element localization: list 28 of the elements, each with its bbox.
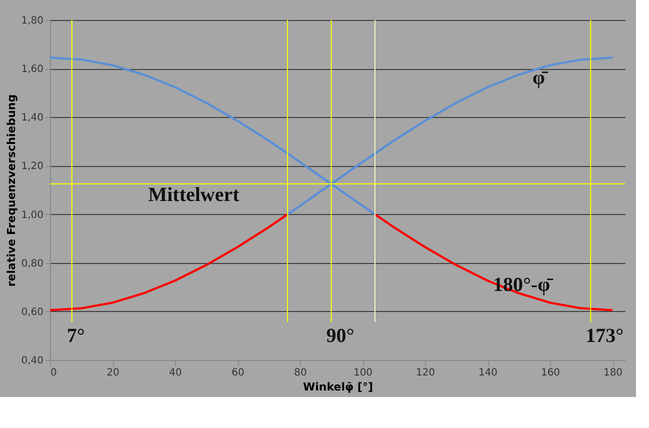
y-tick-label: 1,40 (21, 112, 44, 124)
x-tick-label: 100 (353, 368, 373, 378)
y-tick-label: 1,60 (21, 64, 44, 76)
x-tick-label: 120 (416, 368, 436, 378)
ref-line-label: 7° (66, 325, 85, 347)
y-tick-label: 1,80 (21, 16, 44, 26)
x-tick-label: 80 (294, 368, 307, 378)
x-tick-label: 180 (603, 368, 623, 378)
y-tick-label: 1,00 (21, 210, 44, 221)
line-series (48, 213, 289, 312)
annotation: φ̄ (532, 66, 549, 89)
x-tick-label: 160 (540, 368, 560, 378)
y-tick-label: 0,80 (21, 258, 44, 270)
y-tick-label: 1,20 (21, 161, 44, 172)
x-tick-label: 20 (106, 368, 120, 378)
x-tick-label: 40 (169, 368, 182, 378)
ref-line-label: 173° (586, 325, 624, 347)
annotation: 180°-φ̄ (492, 274, 554, 296)
x-tick-label: 60 (232, 368, 244, 378)
y-axis-title: relative Frequenzverschiebung (5, 94, 18, 287)
y-tick-label: 0,40 (21, 356, 44, 366)
x-tick-label: 140 (478, 368, 498, 378)
x-tick-label: 0 (50, 368, 57, 378)
x-axis-title: Winkelφ̄ [°] (303, 380, 373, 394)
annotation: Mittelwert (148, 184, 240, 206)
line-series (374, 213, 614, 312)
y-tick-label: 0,60 (21, 306, 44, 318)
ref-line-label: 90° (326, 325, 354, 347)
